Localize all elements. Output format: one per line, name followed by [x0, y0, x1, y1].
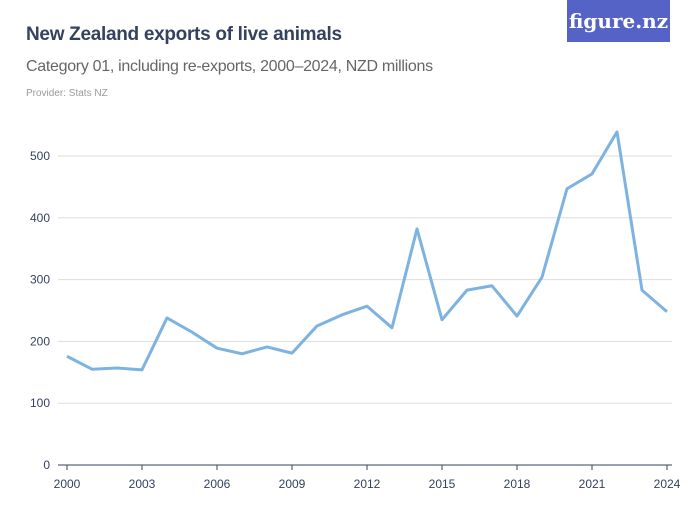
data-point-2003[interactable] [138, 366, 146, 374]
data-point-2014[interactable] [413, 225, 421, 233]
y-tick-label: 100 [30, 396, 50, 410]
series-line [66, 130, 668, 372]
data-point-2018[interactable] [513, 312, 521, 320]
x-tick-label: 2000 [54, 477, 81, 491]
chart-title: New Zealand exports of live animals [26, 24, 342, 45]
x-tick-label: 2021 [579, 477, 606, 491]
data-point-2024[interactable] [663, 308, 671, 316]
data-point-2017[interactable] [488, 282, 496, 290]
x-tick-label: 2018 [504, 477, 531, 491]
data-point-2005[interactable] [188, 328, 196, 336]
data-point-2004[interactable] [163, 314, 171, 322]
data-point-2006[interactable] [213, 344, 221, 352]
data-point-2011[interactable] [338, 311, 346, 319]
data-point-2016[interactable] [463, 286, 471, 294]
data-point-2021[interactable] [588, 170, 596, 178]
x-tick-label: 2024 [654, 477, 681, 491]
data-point-2010[interactable] [313, 322, 321, 330]
data-point-2019[interactable] [538, 273, 546, 281]
provider-label: Provider: Stats NZ [26, 88, 108, 99]
y-tick-label: 400 [30, 211, 50, 225]
data-point-2008[interactable] [263, 343, 271, 351]
data-point-2007[interactable] [238, 350, 246, 358]
x-tick-label: 2012 [354, 477, 381, 491]
data-point-2020[interactable] [563, 185, 571, 193]
x-tick-label: 2009 [279, 477, 306, 491]
y-tick-label: 500 [30, 149, 50, 163]
x-tick-label: 2003 [129, 477, 156, 491]
data-point-2009[interactable] [288, 349, 296, 357]
x-tick-label: 2006 [204, 477, 231, 491]
figure-nz-logo[interactable]: figure.nz [567, 0, 670, 42]
data-point-2015[interactable] [438, 316, 446, 324]
data-point-2001[interactable] [88, 365, 96, 373]
data-point-2012[interactable] [363, 302, 371, 310]
data-point-2000[interactable] [63, 352, 71, 360]
data-point-2022[interactable] [613, 128, 621, 136]
data-point-2013[interactable] [388, 324, 396, 332]
data-point-2002[interactable] [113, 364, 121, 372]
x-tick-label: 2015 [429, 477, 456, 491]
y-tick-label: 200 [30, 334, 50, 348]
data-point-2023[interactable] [638, 286, 646, 294]
chart-subtitle: Category 01, including re-exports, 2000–… [26, 58, 433, 75]
y-tick-label: 0 [43, 458, 50, 472]
y-tick-label: 300 [30, 273, 50, 287]
